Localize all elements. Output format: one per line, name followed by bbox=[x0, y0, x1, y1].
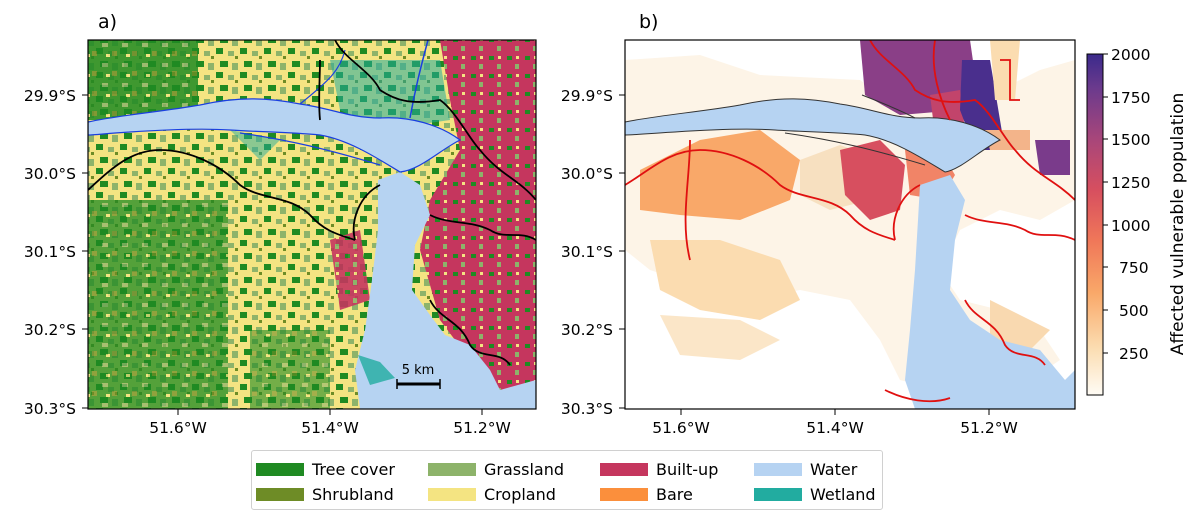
panel-b-axes bbox=[619, 94, 990, 415]
panel-a-ytick: 30.2°S bbox=[24, 321, 76, 339]
panel-b-ytick: 30.3°S bbox=[561, 400, 613, 418]
legend-swatch bbox=[754, 462, 802, 476]
panel-a-xtick: 51.2°W bbox=[453, 419, 511, 437]
legend-swatch bbox=[600, 462, 648, 476]
colorbar-tick: 1250 bbox=[1111, 174, 1150, 192]
legend-label: Grassland bbox=[484, 459, 564, 479]
legend-label: Built-up bbox=[656, 459, 719, 479]
colorbar-tick: 1750 bbox=[1111, 89, 1150, 107]
panel-b-ytick: 30.2°S bbox=[561, 321, 613, 339]
panel-a-ytick: 30.0°S bbox=[24, 165, 76, 183]
panel-a-map bbox=[88, 40, 536, 409]
legend-label: Wetland bbox=[810, 484, 876, 504]
legend-swatch bbox=[428, 462, 476, 476]
colorbar: 2000 1750 1500 1250 1000 750 500 250 Aff… bbox=[1086, 46, 1188, 396]
colorbar-gradient bbox=[1086, 53, 1104, 396]
legend-item-cropland: Cropland bbox=[428, 484, 556, 504]
legend: Tree cover Shrubland Grassland Cropland … bbox=[251, 450, 883, 510]
legend-item-wetland: Wetland bbox=[754, 484, 876, 504]
panel-a-ytick: 30.1°S bbox=[24, 243, 76, 261]
colorbar-tick: 250 bbox=[1119, 345, 1149, 363]
legend-swatch bbox=[600, 487, 648, 501]
legend-item-tree-cover: Tree cover bbox=[256, 459, 395, 479]
panel-a-ytick: 30.3°S bbox=[24, 400, 76, 418]
panel-a-frame bbox=[87, 39, 537, 410]
legend-label: Shrubland bbox=[312, 484, 394, 504]
panel-a-xtick: 51.4°W bbox=[301, 419, 359, 437]
scale-bar: 5 km bbox=[396, 363, 441, 389]
colorbar-tick: 500 bbox=[1119, 302, 1149, 320]
legend-label: Water bbox=[810, 459, 858, 479]
colorbar-tick: 750 bbox=[1119, 259, 1149, 277]
legend-item-built-up: Built-up bbox=[600, 459, 718, 479]
colorbar-label: Affected vulnerable population bbox=[1168, 93, 1188, 356]
panel-b-map bbox=[625, 40, 1075, 409]
panel-b-ytick: 29.9°S bbox=[561, 87, 613, 105]
panel-b-xtick: 51.2°W bbox=[960, 419, 1018, 437]
colorbar-tick: 2000 bbox=[1111, 46, 1150, 64]
legend-label: Tree cover bbox=[312, 459, 395, 479]
figure: 5 km a) b) 29.9°S bbox=[24, 11, 1188, 437]
legend-swatch bbox=[754, 487, 802, 501]
scale-bar-label: 5 km bbox=[402, 363, 435, 378]
legend-label: Bare bbox=[656, 484, 693, 504]
panel-b-ytick: 30.0°S bbox=[561, 165, 613, 183]
legend-label: Cropland bbox=[484, 484, 556, 504]
legend-item-bare: Bare bbox=[600, 484, 693, 504]
panel-a-ytick: 29.9°S bbox=[24, 87, 76, 105]
panel-a-axes bbox=[82, 94, 483, 415]
panel-a-xtick: 51.6°W bbox=[149, 419, 207, 437]
panel-b-frame bbox=[624, 39, 1076, 410]
legend-swatch bbox=[428, 487, 476, 501]
legend-item-shrubland: Shrubland bbox=[256, 484, 394, 504]
legend-item-water: Water bbox=[754, 459, 857, 479]
colorbar-tick: 1000 bbox=[1111, 217, 1150, 235]
legend-swatch bbox=[256, 462, 304, 476]
legend-item-grassland: Grassland bbox=[428, 459, 564, 479]
panel-b-xtick: 51.6°W bbox=[652, 419, 710, 437]
panel-b-label: b) bbox=[639, 11, 658, 33]
panel-a-label: a) bbox=[98, 11, 117, 33]
legend-swatch bbox=[256, 487, 304, 501]
panel-b-xtick: 51.4°W bbox=[806, 419, 864, 437]
colorbar-tick: 1500 bbox=[1111, 131, 1150, 149]
panel-b-ytick: 30.1°S bbox=[561, 243, 613, 261]
